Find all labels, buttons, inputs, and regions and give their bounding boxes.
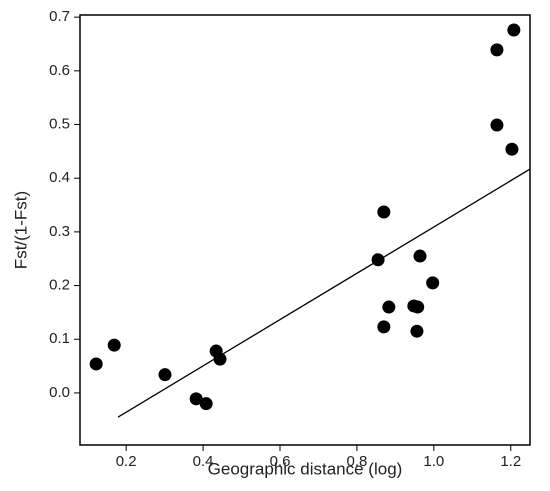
point (490, 43, 504, 57)
point (426, 276, 440, 290)
plot-frame (79, 14, 531, 446)
y-tick-label: 0.3 (49, 223, 70, 240)
point (490, 118, 504, 132)
x-axis-label: Geographic distance (log) (208, 459, 403, 478)
point (507, 23, 521, 37)
point (107, 338, 121, 352)
fit-line (117, 168, 531, 418)
point (410, 324, 424, 338)
x-tick-label: 0.6 (270, 453, 291, 470)
point (413, 249, 427, 263)
y-tick-label: 0.6 (49, 62, 70, 79)
x-tick-label: 1.0 (423, 453, 444, 470)
point (158, 368, 172, 382)
point (377, 205, 391, 219)
y-tick-label: 0.7 (49, 8, 70, 25)
point (411, 300, 425, 314)
x-tick-label: 0.8 (346, 453, 367, 470)
point (89, 357, 103, 371)
x-tick-label: 0.2 (116, 453, 137, 470)
point (371, 253, 385, 267)
y-axis-label: Fst/(1-Fst) (11, 191, 30, 269)
point (189, 392, 203, 406)
y-tick-label: 0.2 (49, 277, 70, 294)
y-tick-label: 0.1 (49, 330, 70, 347)
point (505, 142, 519, 156)
x-tick-label: 1.2 (500, 453, 521, 470)
point (382, 300, 396, 314)
y-tick-label: 0.4 (49, 169, 70, 186)
point (199, 397, 213, 411)
y-tick-label: 0.5 (49, 115, 70, 132)
x-tick-label: 0.4 (193, 453, 214, 470)
point (377, 320, 391, 334)
y-tick-label: 0.0 (49, 384, 70, 401)
point (213, 352, 227, 366)
